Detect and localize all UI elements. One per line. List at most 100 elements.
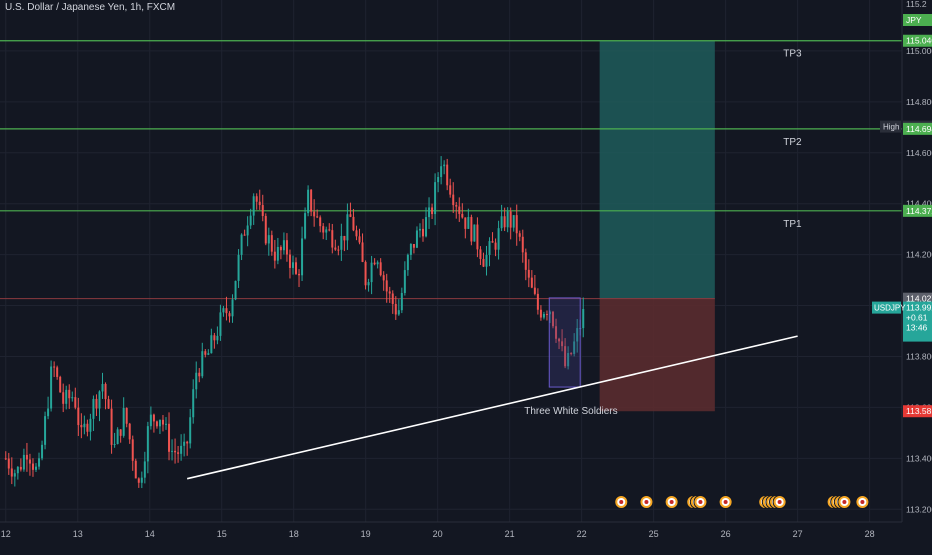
- level-label-tp2: TP2: [783, 137, 802, 148]
- candle-body: [4, 458, 7, 460]
- event-marker-core: [644, 500, 649, 504]
- candle-body: [482, 258, 485, 267]
- time-tick-label: 13: [73, 529, 83, 539]
- candle-body: [527, 269, 530, 278]
- target-zone: [599, 40, 715, 299]
- candle-body: [552, 311, 555, 327]
- candle-body: [282, 240, 285, 251]
- candle-body: [56, 367, 59, 377]
- candle-body: [258, 201, 261, 206]
- price-tick-label: 114.200: [906, 250, 932, 260]
- candle-body: [409, 243, 412, 255]
- candle-body: [104, 383, 107, 400]
- candle-body: [89, 418, 92, 432]
- candle-body: [146, 426, 149, 462]
- candle-body: [428, 207, 431, 218]
- price-tick-label: 114.800: [906, 97, 932, 107]
- candle-body: [530, 277, 533, 288]
- time-tick-label: 12: [1, 529, 11, 539]
- time-tick-label: 27: [793, 529, 803, 539]
- trend-line[interactable]: [186, 335, 798, 480]
- candle-body: [524, 252, 527, 270]
- candle-body: [174, 450, 177, 453]
- candle-body: [313, 211, 316, 217]
- candle-body: [183, 441, 186, 446]
- candle-body: [110, 408, 113, 445]
- candle-body: [276, 246, 279, 261]
- candle-body: [7, 458, 10, 469]
- candle-body: [225, 308, 228, 314]
- candle-body: [412, 243, 415, 248]
- candle-body: [192, 389, 195, 418]
- candle-body: [500, 216, 503, 229]
- candle-body: [65, 389, 68, 404]
- candle-body: [355, 230, 358, 237]
- candle-body: [92, 398, 95, 419]
- candle-body: [491, 241, 494, 243]
- candle-body: [461, 213, 464, 218]
- candle-body: [143, 461, 146, 478]
- candle-body: [421, 228, 424, 237]
- candle-body: [207, 353, 210, 355]
- entry-tag-text: 114.027: [906, 294, 932, 304]
- candle-body: [358, 236, 361, 243]
- candle-body: [476, 224, 479, 250]
- candle-body: [74, 397, 77, 408]
- candle-body: [59, 376, 62, 393]
- candle-body: [38, 458, 41, 467]
- symbol-label: USDJPY: [874, 304, 906, 313]
- candle-body: [494, 242, 497, 250]
- pattern-box: [548, 297, 581, 388]
- candle-body: [113, 443, 116, 445]
- candle-body: [119, 429, 122, 436]
- candle-body: [440, 166, 443, 178]
- candle-body: [509, 211, 512, 228]
- tp2-tag-text: 114.694: [906, 124, 932, 134]
- pattern-label: Three White Soldiers: [524, 406, 617, 417]
- candle-body: [443, 164, 446, 167]
- candle-body: [222, 308, 225, 313]
- candle-body: [195, 372, 198, 390]
- time-tick-label: 25: [649, 529, 659, 539]
- candle-body: [564, 346, 567, 367]
- candle-body: [558, 338, 561, 342]
- candle-body: [418, 228, 421, 231]
- event-marker-core: [842, 500, 847, 504]
- candle-body: [137, 478, 140, 483]
- candle-body: [270, 235, 273, 252]
- candle-body: [319, 217, 322, 227]
- candle-body: [50, 366, 53, 409]
- time-tick-label: 21: [505, 529, 515, 539]
- candle-body: [255, 196, 258, 202]
- candle-body: [264, 216, 267, 244]
- candle-body: [279, 246, 282, 251]
- time-tick-label: 28: [865, 529, 875, 539]
- candle-body: [455, 205, 458, 207]
- candle-body: [189, 417, 192, 444]
- candle-body: [41, 444, 44, 459]
- candle-body: [25, 454, 28, 460]
- candle-body: [125, 407, 128, 424]
- candle-body: [47, 408, 50, 417]
- candle-body: [582, 308, 585, 329]
- tp3-tag-text: 115.040: [906, 36, 932, 46]
- candle-body: [44, 416, 47, 445]
- candle-body: [503, 216, 506, 228]
- high-label-box: [880, 120, 901, 133]
- candle-body: [158, 419, 161, 427]
- candle-body: [364, 261, 367, 286]
- time-tick-label: 14: [145, 529, 155, 539]
- candle-body: [240, 234, 243, 255]
- candle-body: [128, 423, 131, 440]
- stop-zone: [599, 298, 715, 412]
- candle-body: [243, 234, 246, 236]
- candle-body: [177, 452, 180, 454]
- candle-body: [415, 230, 418, 248]
- candle-body: [391, 293, 394, 304]
- candle-body: [16, 466, 19, 474]
- candle-body: [379, 262, 382, 276]
- candle-body: [216, 335, 219, 341]
- candle-body: [542, 313, 545, 318]
